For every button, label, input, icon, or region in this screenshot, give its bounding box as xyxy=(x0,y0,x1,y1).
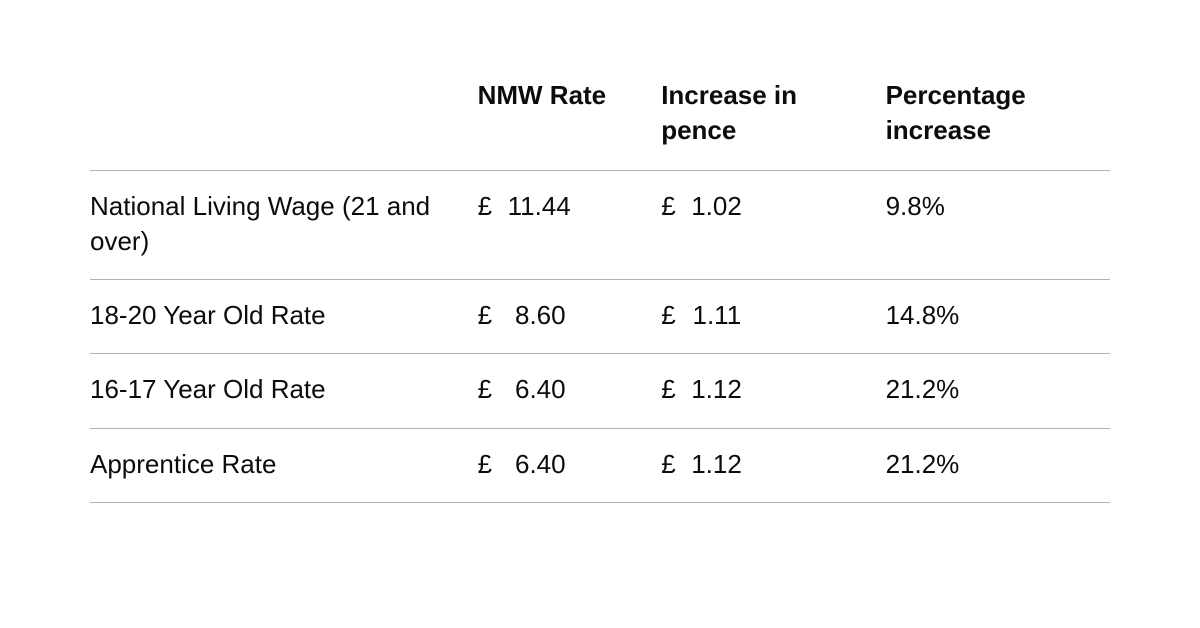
row-increase: £1.02 xyxy=(661,171,885,280)
table-header-row: NMW Rate Increase in pence Percentage in… xyxy=(90,60,1110,171)
increase-value: 1.02 xyxy=(691,189,742,224)
table-row: 18-20 Year Old Rate £8.60 £1.11 14.8% xyxy=(90,280,1110,354)
row-percent: 9.8% xyxy=(886,171,1110,280)
row-label: National Living Wage (21 and over) xyxy=(90,171,478,280)
row-percent: 21.2% xyxy=(886,354,1110,428)
rate-value: 11.44 xyxy=(508,189,571,224)
rate-value: 6.40 xyxy=(508,447,566,482)
row-rate: £6.40 xyxy=(478,428,662,502)
row-rate: £6.40 xyxy=(478,354,662,428)
row-rate: £8.60 xyxy=(478,280,662,354)
row-increase: £1.11 xyxy=(661,280,885,354)
currency-symbol: £ xyxy=(478,372,496,407)
currency-symbol: £ xyxy=(478,447,496,482)
row-rate: £11.44 xyxy=(478,171,662,280)
col-header-blank xyxy=(90,60,478,171)
table-row: Apprentice Rate £6.40 £1.12 21.2% xyxy=(90,428,1110,502)
row-percent: 14.8% xyxy=(886,280,1110,354)
row-label: 16-17 Year Old Rate xyxy=(90,354,478,428)
table-row: National Living Wage (21 and over) £11.4… xyxy=(90,171,1110,280)
increase-value: 1.11 xyxy=(691,298,741,333)
currency-symbol: £ xyxy=(661,447,679,482)
row-increase: £1.12 xyxy=(661,354,885,428)
row-increase: £1.12 xyxy=(661,428,885,502)
currency-symbol: £ xyxy=(661,298,679,333)
currency-symbol: £ xyxy=(478,189,496,224)
col-header-increase: Increase in pence xyxy=(661,60,885,171)
increase-value: 1.12 xyxy=(691,372,742,407)
rate-value: 8.60 xyxy=(508,298,566,333)
table-row: 16-17 Year Old Rate £6.40 £1.12 21.2% xyxy=(90,354,1110,428)
row-label: Apprentice Rate xyxy=(90,428,478,502)
wage-table-container: NMW Rate Increase in pence Percentage in… xyxy=(0,0,1200,503)
row-percent: 21.2% xyxy=(886,428,1110,502)
col-header-percent: Percentage increase xyxy=(886,60,1110,171)
currency-symbol: £ xyxy=(661,372,679,407)
col-header-rate: NMW Rate xyxy=(478,60,662,171)
wage-table: NMW Rate Increase in pence Percentage in… xyxy=(90,60,1110,503)
row-label: 18-20 Year Old Rate xyxy=(90,280,478,354)
rate-value: 6.40 xyxy=(508,372,566,407)
currency-symbol: £ xyxy=(478,298,496,333)
increase-value: 1.12 xyxy=(691,447,742,482)
currency-symbol: £ xyxy=(661,189,679,224)
